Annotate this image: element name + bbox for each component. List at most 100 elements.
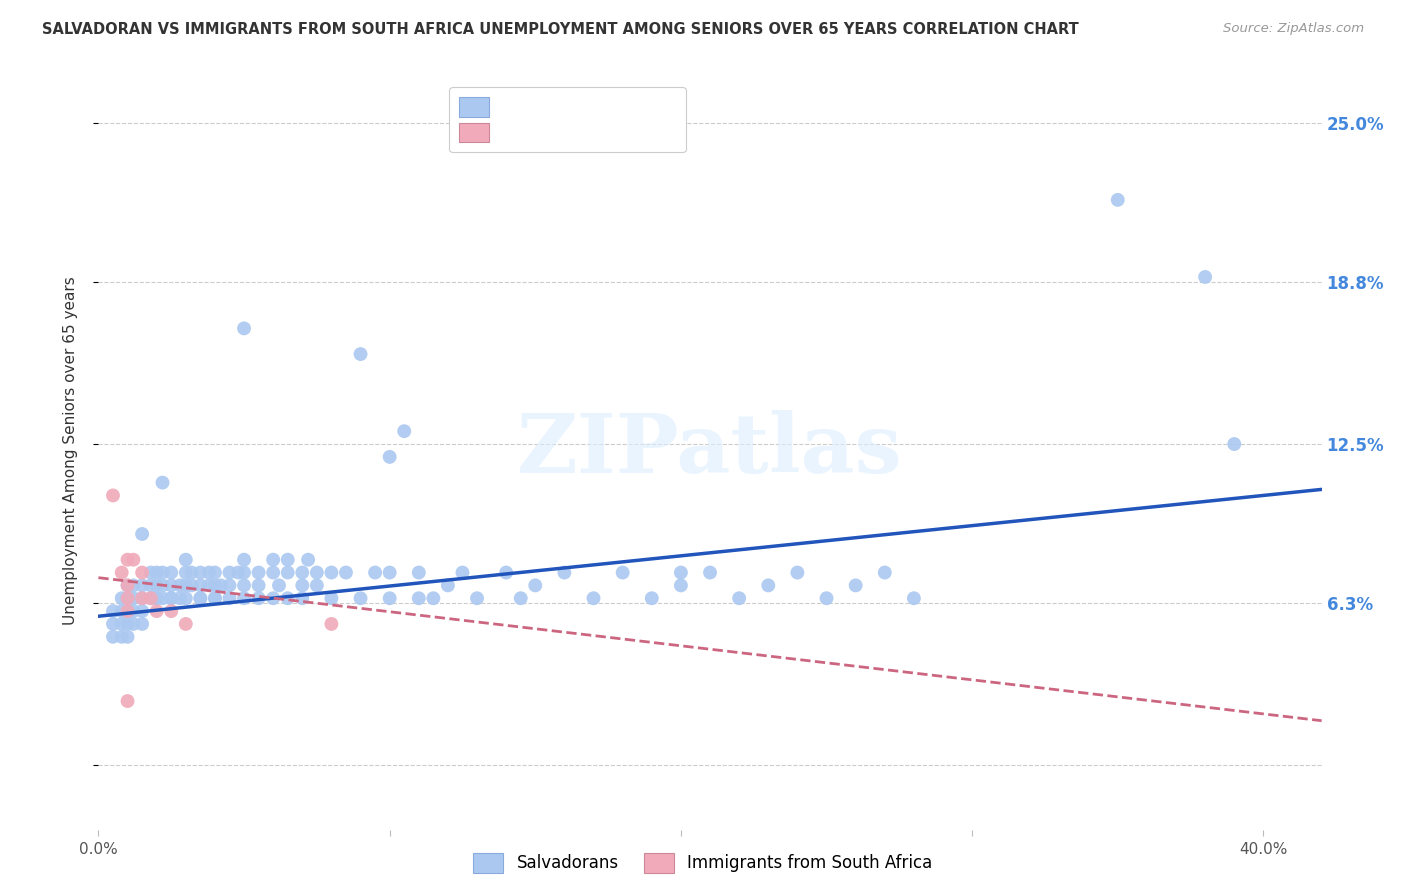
Point — [262, 566, 284, 580]
Point — [291, 578, 314, 592]
Point — [321, 566, 343, 580]
Point — [188, 566, 212, 580]
Point — [233, 578, 256, 592]
Text: R =: R = — [502, 138, 538, 156]
Point — [131, 578, 153, 592]
Point — [277, 591, 299, 606]
Point — [1194, 270, 1216, 285]
Point — [669, 578, 692, 592]
Point — [451, 566, 474, 580]
Point — [117, 578, 139, 592]
Text: R =: R = — [502, 113, 543, 131]
Point — [117, 578, 139, 592]
Point — [291, 566, 314, 580]
Point — [174, 616, 197, 631]
Point — [145, 604, 167, 618]
Point — [233, 566, 256, 580]
Point — [188, 578, 212, 592]
Point — [392, 424, 416, 438]
Text: N =: N = — [602, 113, 655, 131]
Point — [139, 566, 162, 580]
Point — [422, 591, 444, 606]
Point — [122, 578, 145, 592]
Point — [101, 604, 124, 618]
Point — [122, 591, 145, 606]
Point — [111, 630, 134, 644]
Point — [845, 578, 868, 592]
Text: Source: ZipAtlas.com: Source: ZipAtlas.com — [1223, 22, 1364, 36]
Point — [117, 604, 139, 618]
Point — [198, 566, 221, 580]
Point — [139, 591, 162, 606]
Point — [1107, 193, 1129, 207]
Point — [152, 578, 174, 592]
Point — [131, 566, 153, 580]
Point — [131, 527, 153, 541]
Point — [188, 591, 212, 606]
Point — [117, 694, 139, 708]
Point — [1223, 437, 1246, 451]
Point — [160, 591, 183, 606]
Point — [145, 591, 167, 606]
Point — [174, 591, 197, 606]
Point — [111, 604, 134, 618]
Point — [188, 591, 212, 606]
Point — [101, 616, 124, 631]
Point — [233, 552, 256, 566]
Text: 15: 15 — [645, 138, 668, 156]
Point — [291, 591, 314, 606]
Point — [204, 591, 226, 606]
Point — [699, 566, 721, 580]
Point — [305, 578, 328, 592]
Point — [122, 616, 145, 631]
Point — [117, 591, 139, 606]
Point — [131, 591, 153, 606]
Text: ZIPatlas: ZIPatlas — [517, 410, 903, 491]
Point — [180, 578, 202, 592]
Point — [582, 591, 605, 606]
Point — [262, 591, 284, 606]
Point — [145, 566, 167, 580]
Point — [495, 566, 517, 580]
Point — [262, 552, 284, 566]
Point — [204, 591, 226, 606]
Point — [218, 566, 240, 580]
Point — [117, 591, 139, 606]
Point — [335, 566, 357, 580]
Point — [169, 578, 191, 592]
Point — [233, 591, 256, 606]
Text: 111: 111 — [645, 113, 679, 131]
Text: N =: N = — [602, 138, 655, 156]
Point — [247, 566, 270, 580]
Point — [378, 566, 401, 580]
Point — [152, 591, 174, 606]
Point — [277, 552, 299, 566]
Point — [509, 591, 531, 606]
Point — [122, 604, 145, 618]
Point — [180, 566, 202, 580]
Text: 0.265: 0.265 — [557, 113, 610, 131]
Point — [669, 566, 692, 580]
Point — [297, 552, 319, 566]
Point — [378, 450, 401, 464]
Point — [378, 591, 401, 606]
Point — [786, 566, 808, 580]
Point — [117, 616, 139, 631]
Point — [408, 591, 430, 606]
Point — [364, 566, 387, 580]
Point — [139, 591, 162, 606]
Point — [174, 566, 197, 580]
Point — [873, 566, 896, 580]
Point — [218, 591, 240, 606]
Text: SALVADORAN VS IMMIGRANTS FROM SOUTH AFRICA UNEMPLOYMENT AMONG SENIORS OVER 65 YE: SALVADORAN VS IMMIGRANTS FROM SOUTH AFRI… — [42, 22, 1078, 37]
Point — [145, 591, 167, 606]
Point — [145, 578, 167, 592]
Legend: R =  0.265   N = 111, R = -0.120   N = 15: R = 0.265 N = 111, R = -0.120 N = 15 — [450, 87, 686, 153]
Point — [641, 591, 664, 606]
Point — [756, 578, 779, 592]
Point — [139, 578, 162, 592]
Point — [815, 591, 838, 606]
Point — [111, 616, 134, 631]
Point — [101, 488, 124, 502]
Point — [160, 591, 183, 606]
